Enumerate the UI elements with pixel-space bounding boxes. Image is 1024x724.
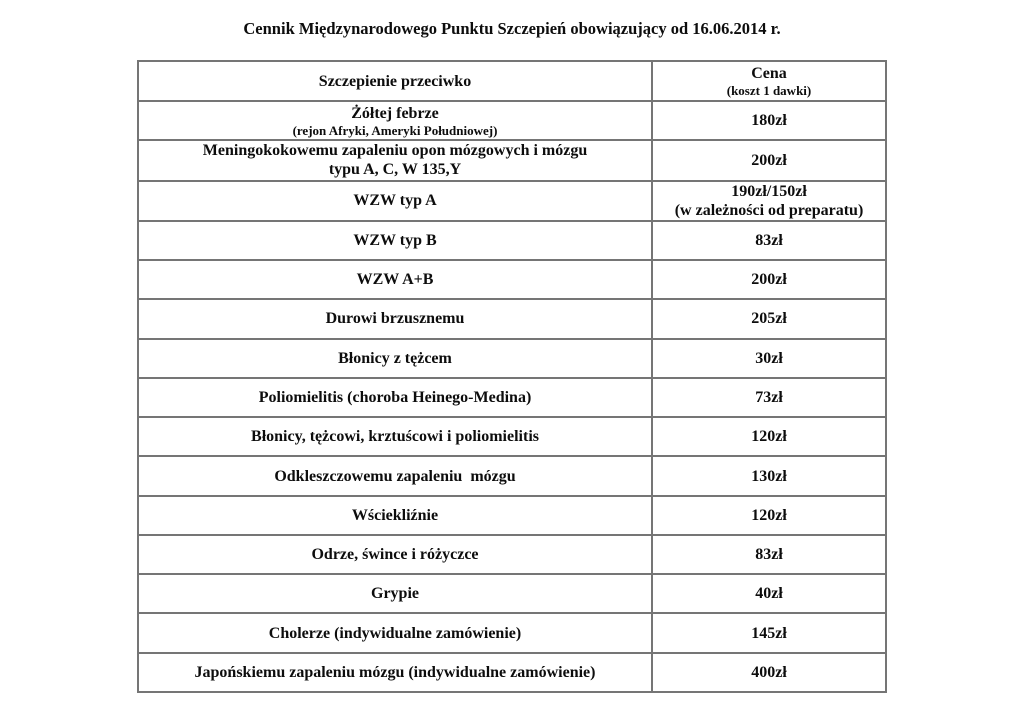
header-price-sublabel: (koszt 1 dawki) <box>726 83 812 98</box>
vaccine-name-line: Poliomielitis (choroba Heinego-Medina) <box>258 388 532 406</box>
header-vaccine-label: Szczepienie przeciwko <box>318 72 472 90</box>
vaccine-name-line: Błonicy z tężcem <box>338 349 452 367</box>
header-vaccine-column: Szczepienie przeciwko <box>137 60 653 102</box>
vaccine-cell: Błonicy, tężcowi, krztuścowi i poliomiel… <box>137 416 653 458</box>
vaccine-cell: Durowi brzusznemu <box>137 298 653 340</box>
price-cell: 200zł <box>651 259 887 301</box>
price-cell: 40zł <box>651 573 887 615</box>
price-line: (w zależności od preparatu) <box>674 201 864 219</box>
vaccine-cell: Cholerze (indywidualne zamówienie) <box>137 612 653 654</box>
table-row: Japońskiemu zapaleniu mózgu (indywidualn… <box>137 651 887 694</box>
price-cell: 205zł <box>651 298 887 340</box>
price-cell: 190zł/150zł (w zależności od preparatu) <box>651 179 887 222</box>
table-row: Żółtej febrze (rejon Afryki, Ameryki Połu… <box>137 99 887 142</box>
price-line: 200zł <box>751 151 787 169</box>
price-line: 83zł <box>755 546 783 564</box>
price-line: 73zł <box>755 388 783 406</box>
price-cell: 200zł <box>651 139 887 182</box>
table-row: WZW typ B 83zł <box>137 219 887 262</box>
table-row: Odkleszczowemu zapaleniu mózgu 130zł <box>137 455 887 497</box>
table-header: Szczepienie przeciwko Cena (koszt 1 dawk… <box>137 60 887 102</box>
vaccine-name-line: Grypie <box>371 585 419 603</box>
price-cell: 30zł <box>651 337 887 379</box>
header-price-label: Cena <box>751 65 787 82</box>
vaccine-cell: Japońskiemu zapaleniu mózgu (indywidualn… <box>137 651 653 694</box>
vaccine-name-line: typu A, C, W 135,Y <box>328 161 462 179</box>
price-line: 120zł <box>751 428 787 446</box>
price-line: 120zł <box>751 506 787 524</box>
price-line: 130zł <box>751 467 787 485</box>
vaccine-name-line: Wściekliźnie <box>351 506 439 524</box>
price-line: 83zł <box>755 231 783 249</box>
price-cell: 130zł <box>651 455 887 497</box>
vaccine-name-line: Odkleszczowemu zapaleniu mózgu <box>274 467 516 485</box>
table-row: Cholerze (indywidualne zamówienie) 145zł <box>137 612 887 654</box>
price-line: 40zł <box>755 585 783 603</box>
vaccine-cell: Błonicy z tężcem <box>137 337 653 379</box>
price-cell: 145zł <box>651 612 887 654</box>
vaccine-cell: WZW A+B <box>137 259 653 301</box>
price-line: 400zł <box>751 663 787 681</box>
table-row: Poliomielitis (choroba Heinego-Medina) 73… <box>137 376 887 419</box>
price-line: 180zł <box>751 112 787 130</box>
document-title: Cennik Międzynarodowego Punktu Szczepień… <box>243 19 781 38</box>
price-cell: 83zł <box>651 219 887 262</box>
table-row: Grypie 40zł <box>137 573 887 615</box>
vaccine-name-line: Cholerze (indywidualne zamówienie) <box>268 624 522 642</box>
vaccine-name-line: Błonicy, tężcowi, krztuścowi i poliomiel… <box>251 428 539 446</box>
price-cell: 120zł <box>651 416 887 458</box>
price-line: 145zł <box>751 624 787 642</box>
table-body: Żółtej febrze (rejon Afryki, Ameryki Połu… <box>137 99 887 694</box>
price-cell: 83zł <box>651 533 887 576</box>
vaccine-cell: Wściekliźnie <box>137 494 653 536</box>
table-row: WZW A+B 200zł <box>137 259 887 301</box>
vaccine-name-line: WZW typ B <box>353 231 437 249</box>
price-cell: 400zł <box>651 651 887 694</box>
vaccine-name-line: Żółtej febrze <box>351 104 439 122</box>
price-cell: 73zł <box>651 376 887 419</box>
vaccine-cell: WZW typ B <box>137 219 653 262</box>
price-cell: 180zł <box>651 99 887 142</box>
vaccine-cell: Meningokokowemu zapaleniu opon mózgowych… <box>137 139 653 182</box>
price-line: 30zł <box>755 349 783 367</box>
table-row: Błonicy z tężcem 30zł <box>137 337 887 379</box>
vaccine-cell: Odkleszczowemu zapaleniu mózgu <box>137 455 653 497</box>
price-line: 205zł <box>751 310 787 328</box>
table-row: Meningokokowemu zapaleniu opon mózgowych… <box>137 139 887 182</box>
table-row: WZW typ A 190zł/150zł (w zależności od pre… <box>137 179 887 222</box>
table-row: Durowi brzusznemu 205zł <box>137 298 887 340</box>
header-row: Szczepienie przeciwko Cena (koszt 1 dawk… <box>137 60 887 102</box>
vaccine-name-line: WZW A+B <box>356 271 434 289</box>
price-cell: 120zł <box>651 494 887 536</box>
vaccine-cell: Żółtej febrze (rejon Afryki, Ameryki Połu… <box>137 99 653 142</box>
table-row: Odrze, śwince i różyczce 83zł <box>137 533 887 576</box>
vaccine-cell: Grypie <box>137 573 653 615</box>
table-row: Błonicy, tężcowi, krztuścowi i poliomiel… <box>137 416 887 458</box>
vaccine-cell: WZW typ A <box>137 179 653 222</box>
header-price-column: Cena (koszt 1 dawki) <box>651 60 887 102</box>
vaccine-name-line: Durowi brzusznemu <box>325 310 465 328</box>
vaccine-name-line: (rejon Afryki, Ameryki Południowej) <box>292 122 498 138</box>
table-row: Wściekliźnie 120zł <box>137 494 887 536</box>
vaccine-name-line: Japońskiemu zapaleniu mózgu (indywidualn… <box>194 663 596 681</box>
price-line: 200zł <box>751 271 787 289</box>
vaccine-name-line: WZW typ A <box>353 192 437 210</box>
price-line: 190zł/150zł <box>731 182 807 200</box>
vaccine-cell: Odrze, śwince i różyczce <box>137 533 653 576</box>
price-table: Szczepienie przeciwko Cena (koszt 1 dawk… <box>137 60 887 694</box>
vaccine-name-line: Meningokokowemu zapaleniu opon mózgowych… <box>202 142 588 160</box>
vaccine-cell: Poliomielitis (choroba Heinego-Medina) <box>137 376 653 419</box>
vaccine-name-line: Odrze, śwince i różyczce <box>311 546 479 564</box>
